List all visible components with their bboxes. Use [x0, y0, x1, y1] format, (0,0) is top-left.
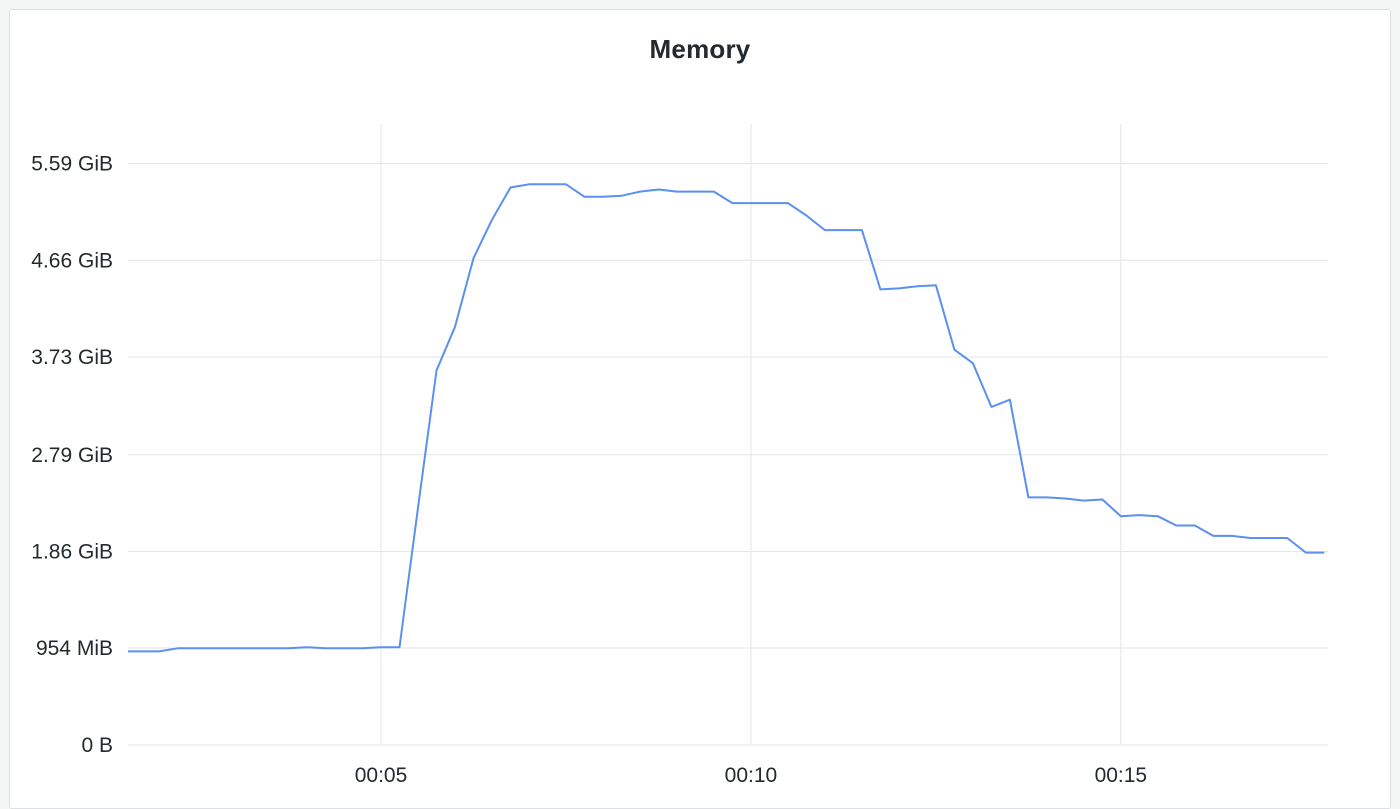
- data-point[interactable]: [1173, 523, 1179, 529]
- data-point[interactable]: [212, 645, 218, 651]
- data-point[interactable]: [507, 184, 513, 190]
- data-point[interactable]: [1303, 550, 1309, 556]
- data-point[interactable]: [1321, 550, 1327, 556]
- data-point[interactable]: [711, 189, 717, 195]
- data-point[interactable]: [286, 645, 292, 651]
- data-point[interactable]: [544, 181, 550, 187]
- data-point[interactable]: [951, 347, 957, 353]
- panel-title: Memory: [649, 34, 751, 64]
- data-point[interactable]: [1284, 535, 1290, 541]
- x-tick-label: 00:05: [355, 764, 408, 787]
- data-point[interactable]: [1192, 523, 1198, 529]
- data-point[interactable]: [1044, 494, 1050, 500]
- y-tick-label: 0 B: [81, 734, 113, 757]
- data-point[interactable]: [1099, 497, 1105, 503]
- data-point[interactable]: [1118, 513, 1124, 519]
- data-point[interactable]: [1229, 533, 1235, 539]
- data-point[interactable]: [655, 187, 661, 193]
- data-point[interactable]: [1062, 495, 1068, 501]
- data-point[interactable]: [859, 227, 865, 233]
- data-point[interactable]: [1025, 494, 1031, 500]
- data-point[interactable]: [415, 505, 421, 511]
- data-point[interactable]: [766, 200, 772, 206]
- data-point[interactable]: [378, 644, 384, 650]
- y-tick-label: 5.59 GiB: [31, 153, 113, 176]
- data-point[interactable]: [249, 645, 255, 651]
- x-tick-label: 00:15: [1095, 764, 1148, 787]
- data-point[interactable]: [933, 282, 939, 288]
- data-point[interactable]: [1007, 397, 1013, 403]
- y-tick-label: 3.73 GiB: [31, 346, 113, 369]
- data-point[interactable]: [1266, 535, 1272, 541]
- data-point[interactable]: [156, 648, 162, 654]
- x-tick-label: 00:10: [725, 764, 778, 787]
- data-point[interactable]: [489, 217, 495, 223]
- data-point[interactable]: [692, 189, 698, 195]
- data-point[interactable]: [360, 645, 366, 651]
- data-point[interactable]: [785, 200, 791, 206]
- y-tick-label: 1.86 GiB: [31, 541, 113, 564]
- data-point[interactable]: [988, 404, 994, 410]
- data-point[interactable]: [970, 360, 976, 366]
- data-point[interactable]: [526, 181, 532, 187]
- data-point[interactable]: [674, 189, 680, 195]
- data-point[interactable]: [1247, 535, 1253, 541]
- data-point[interactable]: [434, 368, 440, 374]
- memory-panel: Memory: [9, 9, 1391, 809]
- series[interactable]: [125, 181, 1327, 654]
- data-point[interactable]: [618, 193, 624, 199]
- data-point[interactable]: [125, 648, 131, 654]
- data-point[interactable]: [323, 645, 329, 651]
- grid: [128, 124, 1328, 746]
- data-point[interactable]: [1155, 513, 1161, 519]
- data-point[interactable]: [840, 227, 846, 233]
- data-point[interactable]: [600, 194, 606, 200]
- data-point[interactable]: [914, 283, 920, 289]
- y-axis-labels: 0 B 954 MiB 1.86 GiB 2.79 GiB 3.73 GiB 4.66 G…: [31, 153, 113, 757]
- data-point[interactable]: [1210, 533, 1216, 539]
- data-point[interactable]: [822, 227, 828, 233]
- y-tick-label: 2.79 GiB: [31, 444, 113, 467]
- y-tick-label: 954 MiB: [36, 637, 113, 660]
- y-tick-label: 4.66 GiB: [31, 249, 113, 272]
- data-point[interactable]: [637, 189, 643, 195]
- data-point[interactable]: [896, 285, 902, 291]
- data-point[interactable]: [1081, 498, 1087, 504]
- x-axis-labels: 00:05 00:10 00:15: [355, 764, 1147, 787]
- memory-series-line[interactable]: [128, 183, 1325, 653]
- data-point[interactable]: [803, 213, 809, 219]
- data-point[interactable]: [304, 644, 310, 650]
- data-point[interactable]: [729, 200, 735, 206]
- data-point[interactable]: [581, 194, 587, 200]
- data-point[interactable]: [175, 645, 181, 651]
- data-point[interactable]: [748, 200, 754, 206]
- data-point[interactable]: [563, 181, 569, 187]
- data-point[interactable]: [1136, 512, 1142, 518]
- data-point[interactable]: [470, 255, 476, 261]
- data-point[interactable]: [877, 286, 883, 292]
- data-point[interactable]: [452, 324, 458, 330]
- data-point[interactable]: [397, 644, 403, 650]
